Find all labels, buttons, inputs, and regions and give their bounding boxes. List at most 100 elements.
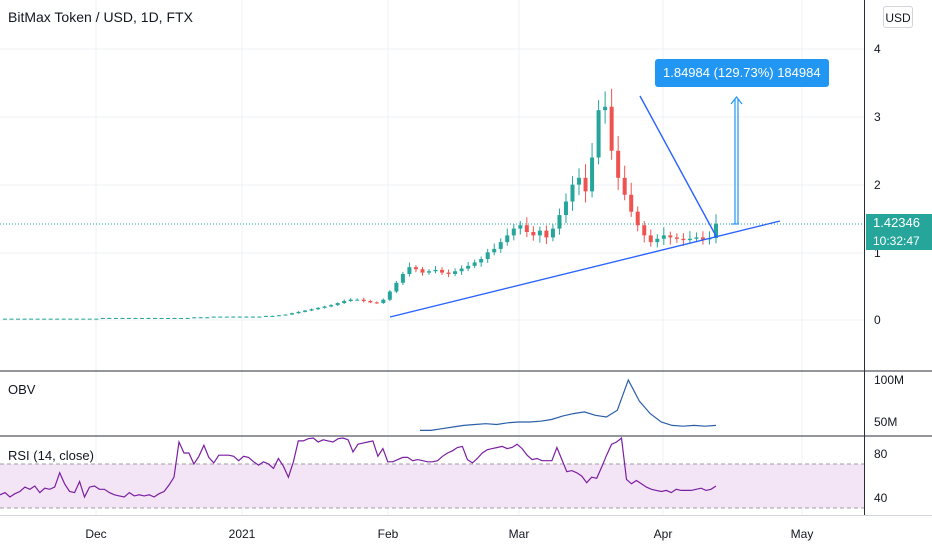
price-tick: 1: [874, 246, 881, 260]
candle-body: [290, 313, 295, 315]
obv-tick: 50M: [874, 415, 897, 429]
candle-body: [485, 252, 490, 260]
candle-body: [544, 230, 549, 238]
time-tick: Feb: [378, 527, 399, 541]
candle-body: [107, 317, 112, 319]
candle-body: [466, 265, 471, 269]
candle-body: [374, 302, 379, 304]
time-axis[interactable]: Dec 2021 Feb Mar Apr May: [85, 527, 813, 541]
currency-button[interactable]: USD: [883, 6, 913, 28]
candle-body: [231, 316, 236, 318]
rsi-tick: 40: [874, 491, 888, 505]
candle-body: [394, 282, 399, 292]
candle-body: [3, 318, 7, 320]
ascending-trendline[interactable]: [389, 220, 781, 318]
price-scale[interactable]: 4 3 2 1 0: [874, 42, 881, 327]
descending-trendline[interactable]: [639, 95, 717, 237]
candle-body: [440, 269, 445, 273]
candle-body: [498, 242, 503, 249]
candle-body: [94, 318, 99, 320]
candle-body: [166, 317, 171, 319]
candle-body: [400, 273, 405, 283]
obv-scale[interactable]: 100M 50M: [874, 373, 904, 429]
candle-body: [296, 311, 301, 314]
candle-body: [355, 299, 360, 301]
candle-body: [250, 316, 255, 318]
measure-label[interactable]: 1.84984 (129.73%) 184984: [655, 59, 829, 87]
price-tick: 4: [874, 42, 881, 56]
candle-body: [668, 235, 673, 238]
candle-body: [74, 318, 79, 320]
candle-body: [524, 225, 529, 232]
candle-body: [518, 225, 523, 229]
rsi-pane-label[interactable]: RSI (14, close): [8, 448, 94, 463]
candle-body: [139, 317, 144, 319]
candle-body: [616, 150, 621, 178]
obv-pane-label[interactable]: OBV: [8, 382, 36, 397]
candle-body: [420, 269, 425, 273]
candle-body: [433, 269, 438, 272]
candle-body: [316, 307, 321, 310]
candle-body: [61, 318, 66, 320]
candle-body: [42, 318, 47, 320]
candle-body: [635, 211, 640, 226]
rsi-scale[interactable]: 80 40: [874, 447, 888, 505]
candle-body: [642, 225, 647, 236]
horizontal-gridlines: [0, 48, 864, 321]
candle-body: [342, 301, 347, 304]
candle-body: [700, 237, 705, 240]
measure-arrow[interactable]: [730, 96, 743, 225]
candle-body: [192, 317, 197, 319]
candle-body: [244, 316, 249, 318]
candle-body: [146, 317, 151, 319]
symbol-title[interactable]: BitMax Token / USD, 1D, FTX: [8, 9, 193, 25]
candle-body: [237, 316, 242, 318]
candle-body: [674, 237, 679, 239]
candle-body: [387, 291, 392, 300]
candle-body: [563, 201, 568, 216]
candle-body: [81, 318, 86, 320]
bar-countdown-label: 10:32:47: [866, 232, 932, 250]
candle-body: [205, 317, 210, 319]
candle-body: [511, 228, 516, 236]
candle-body: [426, 271, 431, 273]
candle-body: [87, 318, 92, 320]
candle-body: [472, 262, 477, 266]
time-tick: Dec: [85, 527, 106, 541]
candle-body: [179, 317, 184, 319]
candle-body: [133, 317, 138, 319]
candle-body: [120, 317, 125, 319]
candle-body: [577, 177, 582, 185]
price-tick: 2: [874, 178, 881, 192]
candle-body: [48, 318, 53, 320]
rsi-tick: 80: [874, 447, 888, 461]
candle-body: [459, 268, 464, 272]
candle-body: [583, 177, 588, 192]
candle-body: [198, 317, 203, 319]
candle-body: [453, 271, 458, 274]
candle-body: [648, 235, 653, 243]
candle-body: [681, 238, 686, 241]
rsi-line: [0, 436, 717, 499]
candle-body: [557, 215, 562, 229]
candle-body: [368, 301, 373, 303]
candle-body: [505, 235, 510, 243]
candle-body: [263, 315, 268, 317]
candle-body: [570, 184, 575, 202]
candle-body: [479, 259, 484, 263]
time-tick: Apr: [654, 527, 673, 541]
candle-body: [22, 318, 27, 320]
candle-body: [714, 223, 718, 239]
candle-body: [100, 317, 105, 319]
candle-body: [172, 317, 177, 319]
candle-body: [224, 316, 229, 318]
candle-body: [531, 231, 536, 236]
candle-body: [537, 230, 542, 236]
candle-body: [381, 299, 386, 304]
candle-body: [629, 194, 634, 212]
candle-body: [126, 317, 131, 319]
candle-body: [68, 318, 73, 320]
candle-body: [361, 299, 366, 302]
obv-line: [420, 378, 717, 431]
